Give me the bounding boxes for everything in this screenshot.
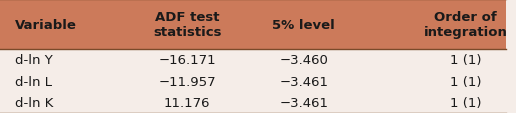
Text: 5% level: 5% level <box>272 18 335 31</box>
Text: 1 (1): 1 (1) <box>450 96 481 109</box>
Text: d-ln K: d-ln K <box>15 96 54 109</box>
Text: Variable: Variable <box>15 18 77 31</box>
Text: −11.957: −11.957 <box>158 75 216 88</box>
Text: 1 (1): 1 (1) <box>450 54 481 67</box>
Text: Order of
integration: Order of integration <box>424 11 508 39</box>
Text: −3.461: −3.461 <box>279 75 328 88</box>
Text: d-ln L: d-ln L <box>15 75 52 88</box>
Bar <box>0 0 506 50</box>
Text: 1 (1): 1 (1) <box>450 75 481 88</box>
Text: 11.176: 11.176 <box>164 96 211 109</box>
Text: −16.171: −16.171 <box>158 54 216 67</box>
Text: d-ln Y: d-ln Y <box>15 54 53 67</box>
Text: −3.460: −3.460 <box>279 54 328 67</box>
Bar <box>0 50 506 113</box>
Text: ADF test
statistics: ADF test statistics <box>153 11 221 39</box>
Text: −3.461: −3.461 <box>279 96 328 109</box>
